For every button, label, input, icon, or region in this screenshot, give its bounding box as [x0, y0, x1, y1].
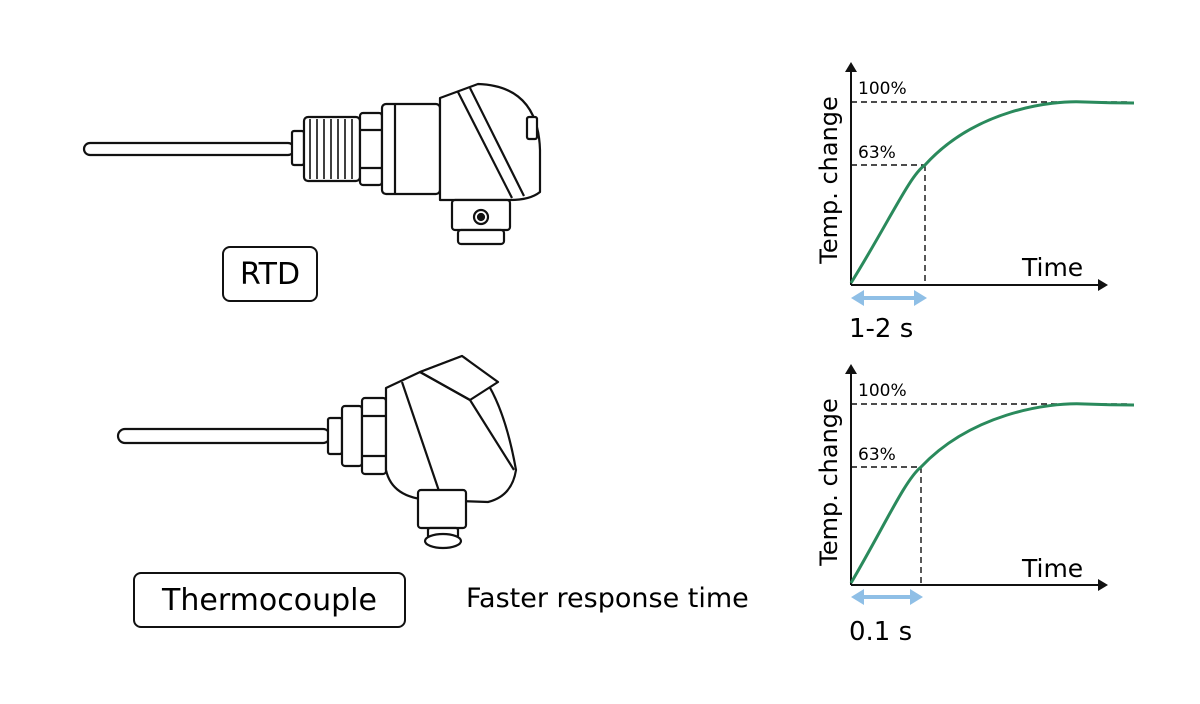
rtd-response-time-arrow — [851, 290, 927, 306]
tc-chart-x-axis-label: Time — [1021, 554, 1083, 583]
rtd-chart-tau-level-label: 63% — [858, 143, 896, 163]
rtd-chart-y-axis-label: Temp. change — [815, 96, 843, 265]
rtd-chart-y-axis-arrowhead — [845, 62, 857, 72]
rtd-chart-response-curve — [849, 100, 1135, 284]
tc-chart-x-axis-arrowhead — [1098, 579, 1108, 591]
rtd-response-time-label: 1-2 s — [849, 314, 913, 344]
rtd-sensor-illustration — [82, 82, 542, 246]
tc-chart-y-axis-label: Temp. change — [815, 398, 843, 567]
thermocouple-label: Thermocouple — [133, 572, 406, 628]
tc-response-time-arrow — [851, 589, 923, 605]
tc-chart-y-axis-arrowhead — [845, 364, 857, 374]
tc-chart-response-curve — [849, 402, 1135, 584]
tc-chart-full-level-label: 100% — [858, 381, 907, 401]
rtd-chart-x-axis-label: Time — [1021, 253, 1083, 282]
rtd-label: RTD — [222, 246, 318, 302]
thermocouple-response-chart: 100% 63% Temp. change Time 0.1 s — [815, 364, 1135, 647]
thermocouple-sensor-illustration — [116, 354, 518, 550]
tc-chart-tau-level-label: 63% — [858, 445, 896, 465]
tc-response-time-label: 0.1 s — [849, 617, 912, 647]
rtd-response-chart: 100% 63% Temp. change Time 1-2 s — [815, 62, 1135, 344]
faster-response-caption: Faster response time — [466, 583, 749, 614]
rtd-chart-x-axis-arrowhead — [1098, 279, 1108, 291]
rtd-chart-full-level-label: 100% — [858, 79, 907, 99]
